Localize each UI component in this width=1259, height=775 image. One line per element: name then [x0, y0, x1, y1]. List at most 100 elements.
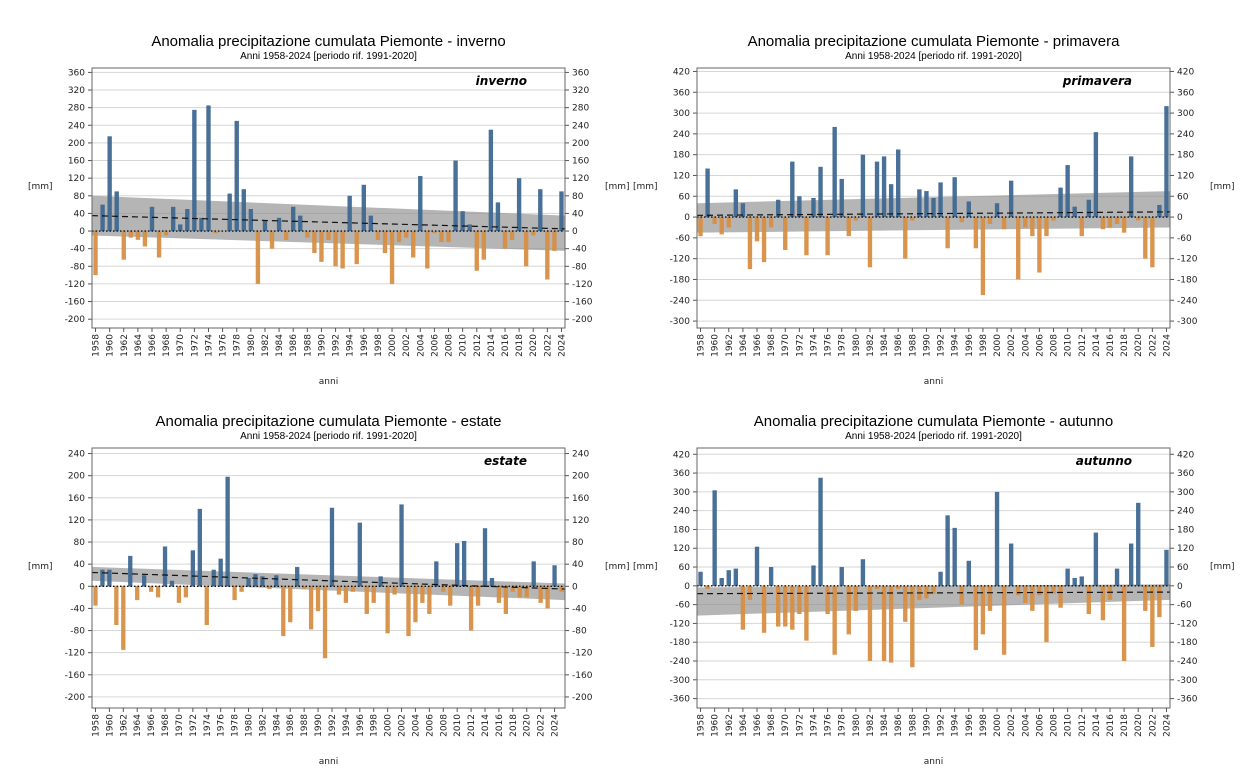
x-tick-label: 1978	[838, 334, 848, 357]
y-tick-label-right: 120	[1177, 171, 1194, 181]
bar-1994	[347, 195, 352, 232]
y-tick-label-left: 360	[673, 88, 690, 98]
bar-1995	[354, 231, 359, 265]
y-tick-label-right: 180	[1177, 151, 1194, 161]
x-tick-label: 1988	[300, 714, 310, 737]
y-tick-label-left: -160	[65, 671, 86, 681]
x-tick-label: 1994	[342, 714, 352, 737]
x-tick-label: 2006	[1035, 714, 1045, 737]
bar-2010	[455, 543, 460, 587]
x-tick-label: 1972	[795, 334, 805, 357]
x-tick-label: 1980	[852, 334, 862, 357]
x-tick-label: 2000	[993, 334, 1003, 357]
bar-2012	[468, 586, 474, 631]
x-tick-label: 1968	[767, 714, 777, 737]
bar-2024	[1164, 549, 1169, 586]
y-tick-label-left: 120	[68, 174, 85, 184]
bar-1989	[917, 189, 922, 218]
bar-2000	[389, 231, 395, 284]
y-tick-label-left: 120	[673, 544, 690, 554]
x-tick-label: 1964	[134, 334, 144, 357]
bar-1984	[881, 156, 887, 218]
bar-2004	[418, 175, 423, 232]
x-tick-label: 1972	[190, 334, 200, 357]
chart-svg-primavera: Anomalia precipitazione cumulata Piemont…	[633, 33, 1235, 387]
x-tick-label: 2016	[1106, 714, 1116, 737]
bar-2003	[1016, 217, 1021, 280]
y-tick-label-left: 40	[74, 209, 86, 219]
bar-2023	[1157, 585, 1162, 618]
bar-2004	[413, 586, 418, 623]
y-tick-label-right: -120	[1177, 619, 1198, 629]
chart-subtitle: Anni 1958-2024 [periodo rif. 1991-2020]	[845, 431, 1022, 442]
x-tick-label: 1986	[894, 714, 904, 737]
bar-2003	[406, 586, 411, 637]
bar-1983	[269, 231, 275, 249]
y-tick-label-right: -120	[572, 280, 593, 290]
y-tick-label-right: 280	[572, 104, 589, 114]
bar-2001	[1001, 217, 1007, 230]
bar-1964	[135, 586, 140, 601]
x-tick-label: 2024	[557, 334, 567, 357]
bar-1971	[790, 161, 795, 218]
y-tick-label-left: -200	[65, 315, 86, 325]
bar-1985	[281, 586, 286, 637]
x-tick-label: 2016	[1106, 334, 1116, 357]
x-tick-label: 1992	[328, 714, 338, 737]
bar-1988	[305, 231, 310, 238]
x-tick-label: 2004	[1021, 334, 1031, 357]
bar-2000	[994, 203, 1000, 218]
x-tick-label: 2022	[1148, 714, 1158, 737]
bar-1958	[93, 586, 98, 606]
bar-2013	[1086, 199, 1092, 218]
y-tick-label-right: 0	[1177, 213, 1183, 223]
bar-2020	[1136, 217, 1141, 221]
bar-1972	[192, 109, 197, 232]
x-tick-label: 1978	[231, 714, 241, 737]
y-tick-label-right: -180	[1177, 275, 1198, 285]
x-tick-label: 2022	[543, 334, 553, 357]
bar-1962	[726, 217, 731, 228]
y-tick-label-right: -60	[1177, 601, 1192, 611]
x-tick-label: 2014	[1092, 714, 1102, 737]
x-tick-label: 2022	[1148, 334, 1158, 357]
x-tick-label: 1976	[217, 714, 227, 737]
bar-1970	[178, 224, 183, 232]
bar-2013	[481, 231, 487, 260]
x-tick-label: 2016	[495, 714, 505, 737]
y-tick-label-left: 0	[684, 213, 690, 223]
x-tick-label: 1974	[809, 334, 819, 357]
x-tick-label: 1966	[148, 334, 158, 357]
bar-2010	[1065, 568, 1070, 586]
x-tick-label: 1984	[880, 334, 890, 357]
bar-1999	[987, 585, 993, 611]
bar-1959	[705, 585, 710, 589]
y-tick-label-right: 120	[572, 174, 589, 184]
x-tick-label: 1974	[809, 714, 819, 737]
x-tick-label: 1970	[781, 714, 791, 737]
x-tick-label: 1972	[795, 714, 805, 737]
x-tick-label: 1998	[374, 334, 384, 357]
bar-1994	[343, 586, 349, 603]
x-tick-label: 1998	[979, 714, 989, 737]
x-axis-label: anni	[924, 377, 943, 387]
x-tick-label: 1986	[289, 334, 299, 357]
bar-1983	[267, 586, 272, 590]
bar-1986	[291, 206, 296, 232]
chart-title: Anomalia precipitazione cumulata Piemont…	[754, 413, 1113, 430]
y-tick-label-left: 0	[79, 582, 85, 592]
y-tick-label-right: 300	[1177, 109, 1194, 119]
bar-1996	[361, 184, 366, 232]
x-tick-label: 2022	[537, 714, 547, 737]
bar-2017	[1114, 568, 1120, 586]
bar-1984	[274, 575, 279, 587]
bar-1981	[255, 231, 261, 284]
y-tick-label-right: -120	[572, 649, 593, 659]
x-tick-label: 1962	[725, 334, 735, 357]
bar-1961	[114, 191, 119, 232]
x-tick-label: 2010	[1064, 714, 1074, 737]
bar-1990	[315, 586, 321, 612]
y-tick-label-left: 420	[673, 450, 690, 460]
bar-2007	[1044, 585, 1049, 643]
bar-1993	[336, 586, 342, 595]
